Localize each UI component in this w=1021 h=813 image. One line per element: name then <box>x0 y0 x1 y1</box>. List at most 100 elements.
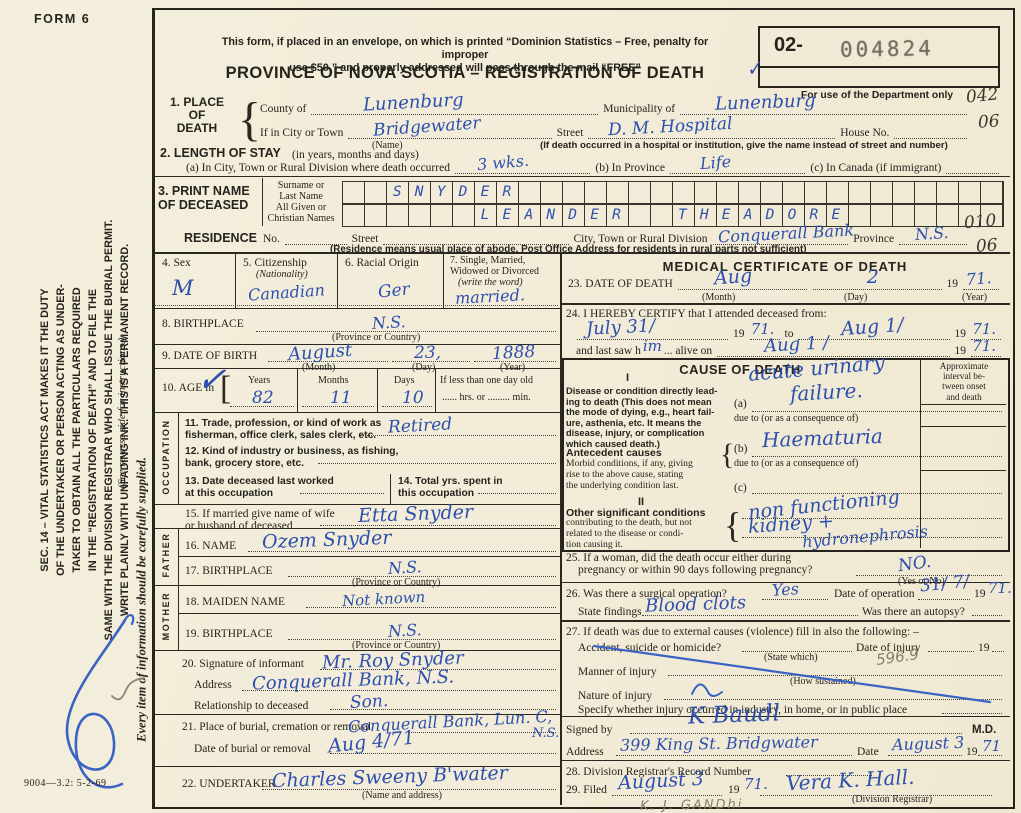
birthplace-label: 8. BIRTHPLACE <box>162 318 244 330</box>
age-days-label: Days <box>394 375 415 386</box>
municipality-value: Lunenburg <box>714 90 816 115</box>
attended-to-year-field: 71. <box>971 320 1002 340</box>
findings-label: State findings <box>578 606 642 618</box>
certify-label: 24. I HEREBY CERTIFY that I attended dec… <box>566 308 827 320</box>
dotted-line <box>288 638 556 640</box>
cause-a-value-2: failure. <box>789 378 864 406</box>
age-months-label: Months <box>318 375 349 386</box>
divider-line <box>443 252 444 308</box>
other-conditions-body: contributing to the death, but not relat… <box>566 517 692 550</box>
divider-line <box>152 412 560 413</box>
dotted-line <box>268 360 388 362</box>
serial-number-stamp: 004824 <box>839 36 935 62</box>
county-label: County of <box>260 103 307 115</box>
attended-to-label: to <box>784 328 794 340</box>
dotted-line <box>888 754 962 756</box>
dotted-line <box>742 536 1002 538</box>
birth-year-value: 1888 <box>491 341 536 365</box>
dotted-line <box>262 788 556 790</box>
antecedent-lead: Antecedent causes <box>566 447 662 459</box>
dotted-line <box>360 434 556 436</box>
form-number: FORM 6 <box>34 12 91 26</box>
stay-a-label: (a) In City, Town or Rural Division wher… <box>186 162 450 174</box>
stay-a-field: 3 wks. <box>454 151 591 174</box>
informant-relationship-label: Relationship to deceased <box>194 700 309 712</box>
place-of-death-l3: DEATH <box>176 121 218 135</box>
dotted-line <box>300 492 384 494</box>
disease-lead-text: Disease or condition directly lead- ing … <box>566 386 718 449</box>
dotted-line <box>786 774 872 776</box>
trade-value: Retired <box>387 414 453 438</box>
autopsy-label: Was there an autopsy? <box>862 606 965 618</box>
residence-street-label: Street <box>351 233 379 245</box>
age-years-label: Years <box>248 375 271 386</box>
dotted-line <box>230 405 294 407</box>
divider-line <box>560 620 1010 622</box>
divider-line <box>152 766 560 767</box>
burial-place-label: 21. Place of burial, cremation or remova… <box>182 721 372 733</box>
dotted-line <box>320 524 556 526</box>
birth-year-sub: (Year) <box>500 362 525 373</box>
cause-b-label: (b) <box>734 443 748 455</box>
pencil-check-mark <box>111 677 145 701</box>
dotted-line <box>382 405 432 407</box>
death-month-field: Aug <box>677 265 807 290</box>
nature-label: Nature of injury <box>578 690 653 702</box>
last-saw-him: im <box>642 337 662 355</box>
signed-year-value: 71 <box>982 737 1002 755</box>
stay-b-label: (b) In Province <box>595 162 665 174</box>
father-birthplace-label: 17. BIRTHPLACE <box>185 565 273 577</box>
stay-c-field <box>946 160 999 174</box>
divider-line <box>152 252 1010 254</box>
last-worked-label: 13. Date deceased last worked at this oc… <box>185 476 334 499</box>
citizenship-sub: (Nationality) <box>256 269 308 280</box>
death-year-sub: (Year) <box>962 292 988 303</box>
serial-prefix: 02- <box>774 34 803 56</box>
residence-province-label: Province <box>853 233 895 245</box>
county-field: Lunenburg <box>311 89 599 116</box>
signed-by-label: Signed by <box>566 724 613 736</box>
street-field: D. M. Hospital <box>588 114 836 140</box>
sex-value: M <box>172 276 194 300</box>
residence-division-field: Conquerall Bank <box>712 220 854 247</box>
gandhi-pencil-note: K. J. GANDhi <box>639 797 744 813</box>
attended-from-year: 71. <box>750 320 775 338</box>
form-outer-border <box>152 8 1015 809</box>
filed-year-prefix: 19 <box>728 784 740 796</box>
attended-to-value: Aug 1/ <box>840 313 905 341</box>
pregnancy-sub: (Yes or No) <box>898 576 945 587</box>
signed-date-label: Date <box>857 746 879 758</box>
place-of-death-l1: 1. PLACE <box>169 95 224 109</box>
last-saw-label: and last saw h <box>576 345 641 357</box>
father-strip-label: FATHER <box>161 532 171 578</box>
stay-a-value: 3 wks. <box>475 150 530 175</box>
dotted-line <box>752 492 1002 494</box>
antecedent-body: Morbid conditions, if any, giving rise t… <box>566 458 693 491</box>
father-name-value: Ozem Snyder <box>261 526 392 554</box>
surname-box-label: Surname or Last Name <box>277 180 325 202</box>
age-months-value: 11 <box>330 388 352 408</box>
divider-line <box>560 303 1010 305</box>
divider-line <box>560 716 1010 717</box>
divider-line <box>435 368 436 412</box>
department-code-2: 06 <box>977 111 1001 133</box>
attended-from-year-field: 71. <box>749 320 780 340</box>
industry-label: 12. Kind of industry or business, as fis… <box>185 446 399 469</box>
cause-of-death-box <box>562 358 1010 552</box>
cause-of-death-title: CAUSE OF DEATH <box>679 362 801 377</box>
death-month-value: Aug <box>713 264 753 290</box>
stay-c-label: (c) In Canada (if immigrant) <box>810 162 942 174</box>
sex-label: 4. Sex <box>162 257 191 269</box>
stay-b-value: Life <box>699 151 732 174</box>
findings-value: Blood clots <box>644 592 747 617</box>
street-subnote: (If death occurred in a hospital or inst… <box>540 140 948 151</box>
town-subnote: (Name) <box>372 140 403 151</box>
interval-header: Approximate interval be- tween onset and… <box>939 361 989 402</box>
divider-line <box>152 585 560 586</box>
dotted-line <box>256 330 556 332</box>
dotted-line <box>762 598 828 600</box>
residence-subnote: (Residence means usual place of abode. P… <box>330 244 807 255</box>
marital-label-3: (write the word) <box>458 277 523 288</box>
attended-to-year-prefix: 19 <box>954 328 967 340</box>
burial-date-label: Date of burial or removal <box>194 743 311 755</box>
